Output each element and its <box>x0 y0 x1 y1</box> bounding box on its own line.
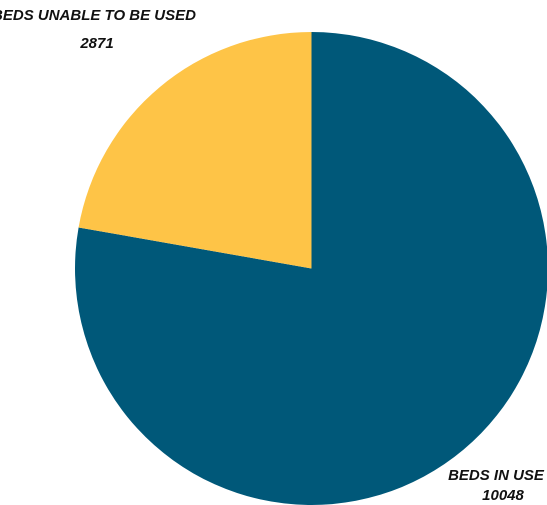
slice-value-beds-unable: 2871 <box>79 35 113 52</box>
slice-label-beds-unable: BEDS UNABLE TO BE USED <box>0 7 196 24</box>
pie-slices <box>75 32 547 505</box>
slice-value-beds-in-use: 10048 <box>482 487 524 504</box>
pie-slice-beds-in-use <box>75 32 547 505</box>
pie-slice-beds-unable-to-be-used <box>78 32 312 269</box>
slice-label-beds-in-use: BEDS IN USE <box>448 467 545 484</box>
